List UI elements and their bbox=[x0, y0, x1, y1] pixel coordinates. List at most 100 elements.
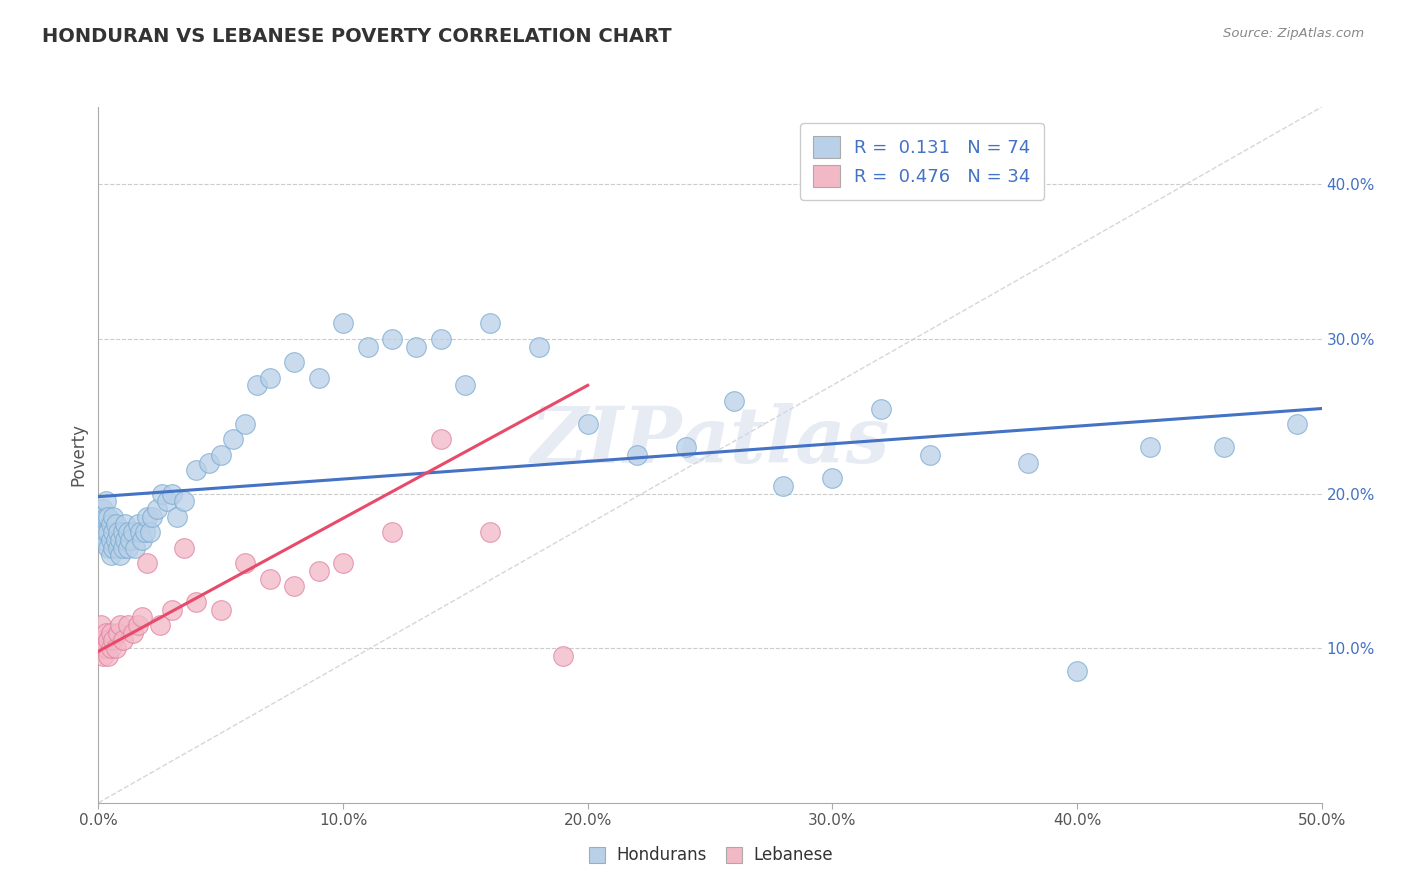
Point bbox=[166, 509, 188, 524]
Point bbox=[94, 641, 117, 656]
Point bbox=[131, 533, 153, 547]
Point bbox=[173, 541, 195, 555]
Point bbox=[127, 618, 149, 632]
Point bbox=[405, 340, 427, 354]
Point bbox=[100, 517, 122, 532]
Point bbox=[97, 633, 120, 648]
Point bbox=[870, 401, 893, 416]
Point bbox=[120, 533, 142, 547]
Point bbox=[127, 517, 149, 532]
Point bbox=[527, 340, 550, 354]
Point bbox=[94, 509, 117, 524]
Point bbox=[94, 494, 117, 508]
Point bbox=[90, 641, 112, 656]
Point bbox=[1017, 456, 1039, 470]
Point bbox=[90, 525, 112, 540]
Point bbox=[97, 509, 120, 524]
Point bbox=[139, 525, 162, 540]
Point bbox=[308, 370, 330, 384]
Point bbox=[110, 618, 132, 632]
Point bbox=[381, 332, 404, 346]
Point bbox=[233, 556, 256, 570]
Point bbox=[101, 525, 124, 540]
Point bbox=[104, 641, 127, 656]
Point bbox=[209, 448, 232, 462]
Point bbox=[101, 633, 124, 648]
Point bbox=[97, 648, 120, 663]
Point bbox=[91, 533, 114, 547]
Point bbox=[100, 641, 122, 656]
Point bbox=[772, 479, 794, 493]
Point bbox=[222, 433, 245, 447]
Point bbox=[121, 625, 143, 640]
Point bbox=[1212, 440, 1234, 454]
Point bbox=[136, 509, 159, 524]
Point bbox=[136, 556, 159, 570]
Point bbox=[90, 509, 112, 524]
Point bbox=[920, 448, 942, 462]
Point bbox=[332, 556, 354, 570]
Point bbox=[356, 340, 378, 354]
Point bbox=[1139, 440, 1161, 454]
Point bbox=[173, 494, 195, 508]
Point bbox=[233, 417, 256, 431]
Text: HONDURAN VS LEBANESE POVERTY CORRELATION CHART: HONDURAN VS LEBANESE POVERTY CORRELATION… bbox=[42, 27, 672, 45]
Point bbox=[381, 525, 404, 540]
Point bbox=[94, 525, 117, 540]
Point bbox=[478, 317, 501, 331]
Point bbox=[478, 525, 501, 540]
Point bbox=[626, 448, 648, 462]
Point bbox=[111, 525, 134, 540]
Text: Source: ZipAtlas.com: Source: ZipAtlas.com bbox=[1223, 27, 1364, 40]
Point bbox=[104, 533, 127, 547]
Point bbox=[134, 525, 156, 540]
Point bbox=[91, 633, 114, 648]
Point bbox=[723, 393, 745, 408]
Point bbox=[146, 502, 169, 516]
Point bbox=[821, 471, 844, 485]
Point bbox=[97, 541, 120, 555]
Point bbox=[186, 595, 208, 609]
Point bbox=[110, 533, 132, 547]
Point bbox=[332, 317, 354, 331]
Point bbox=[308, 564, 330, 578]
Point bbox=[553, 648, 575, 663]
Point bbox=[124, 541, 146, 555]
Point bbox=[129, 525, 152, 540]
Point bbox=[454, 378, 477, 392]
Point bbox=[117, 541, 139, 555]
Point bbox=[259, 370, 281, 384]
Legend: Hondurans, Lebanese: Hondurans, Lebanese bbox=[581, 839, 839, 871]
Point bbox=[117, 618, 139, 632]
Point bbox=[430, 433, 453, 447]
Point bbox=[101, 509, 124, 524]
Point bbox=[141, 509, 163, 524]
Point bbox=[104, 517, 127, 532]
Point bbox=[100, 625, 122, 640]
Point bbox=[283, 579, 305, 593]
Point bbox=[1286, 417, 1309, 431]
Point bbox=[97, 525, 120, 540]
Point bbox=[186, 463, 208, 477]
Point bbox=[94, 625, 117, 640]
Point bbox=[90, 618, 112, 632]
Point bbox=[149, 618, 172, 632]
Point bbox=[160, 486, 183, 500]
Point bbox=[114, 533, 136, 547]
Point bbox=[107, 541, 129, 555]
Point bbox=[283, 355, 305, 369]
Point bbox=[430, 332, 453, 346]
Point bbox=[246, 378, 269, 392]
Point bbox=[675, 440, 697, 454]
Point bbox=[101, 541, 124, 555]
Point bbox=[100, 533, 122, 547]
Point bbox=[1066, 665, 1088, 679]
Point bbox=[150, 486, 173, 500]
Point bbox=[131, 610, 153, 624]
Point bbox=[107, 525, 129, 540]
Point bbox=[209, 602, 232, 616]
Point bbox=[107, 625, 129, 640]
Point bbox=[156, 494, 179, 508]
Point bbox=[121, 525, 143, 540]
Text: ZIPatlas: ZIPatlas bbox=[530, 403, 890, 479]
